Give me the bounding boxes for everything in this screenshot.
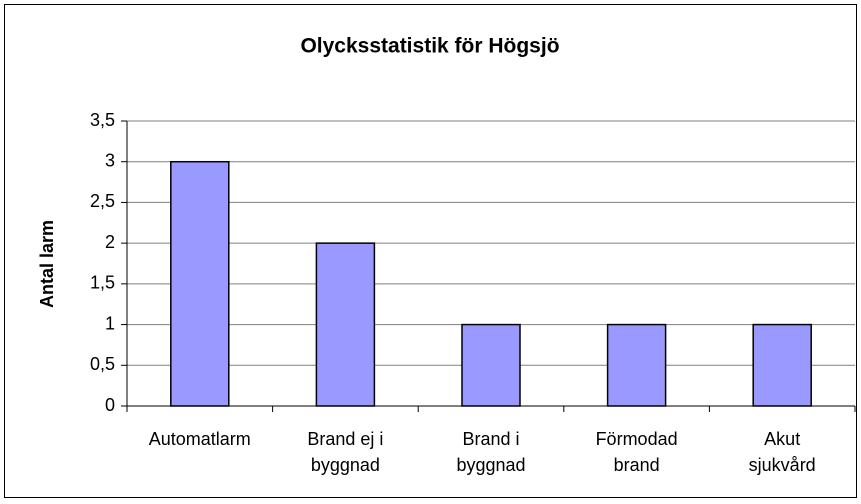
bar xyxy=(170,160,230,407)
chart-title: Olycksstatistik för Högsjö xyxy=(300,35,559,58)
y-tick-label: 0,5 xyxy=(90,354,115,374)
bar xyxy=(752,323,812,407)
x-tick-label: Automatlarm xyxy=(149,429,251,449)
y-tick-label: 2 xyxy=(105,232,115,252)
y-tick-label: 1,5 xyxy=(90,273,115,293)
x-tick-label: Akut sjukvård xyxy=(749,429,816,475)
y-tick-label: 3 xyxy=(105,150,115,170)
y-tick-label: 2,5 xyxy=(90,191,115,211)
y-tick-label: 0 xyxy=(105,395,115,415)
bar xyxy=(315,242,376,407)
x-tick-label: Förmodad brand xyxy=(596,429,678,475)
x-tick-label: Brand i byggnad xyxy=(456,429,525,475)
y-tick-label: 1 xyxy=(105,313,115,333)
chart-border xyxy=(4,4,857,498)
y-tick-label: 3,5 xyxy=(90,110,115,130)
x-tick-label: Brand ej i byggnad xyxy=(307,429,383,475)
bar xyxy=(606,323,667,407)
y-axis-label: Antal larm xyxy=(37,220,57,308)
bar xyxy=(461,323,521,407)
